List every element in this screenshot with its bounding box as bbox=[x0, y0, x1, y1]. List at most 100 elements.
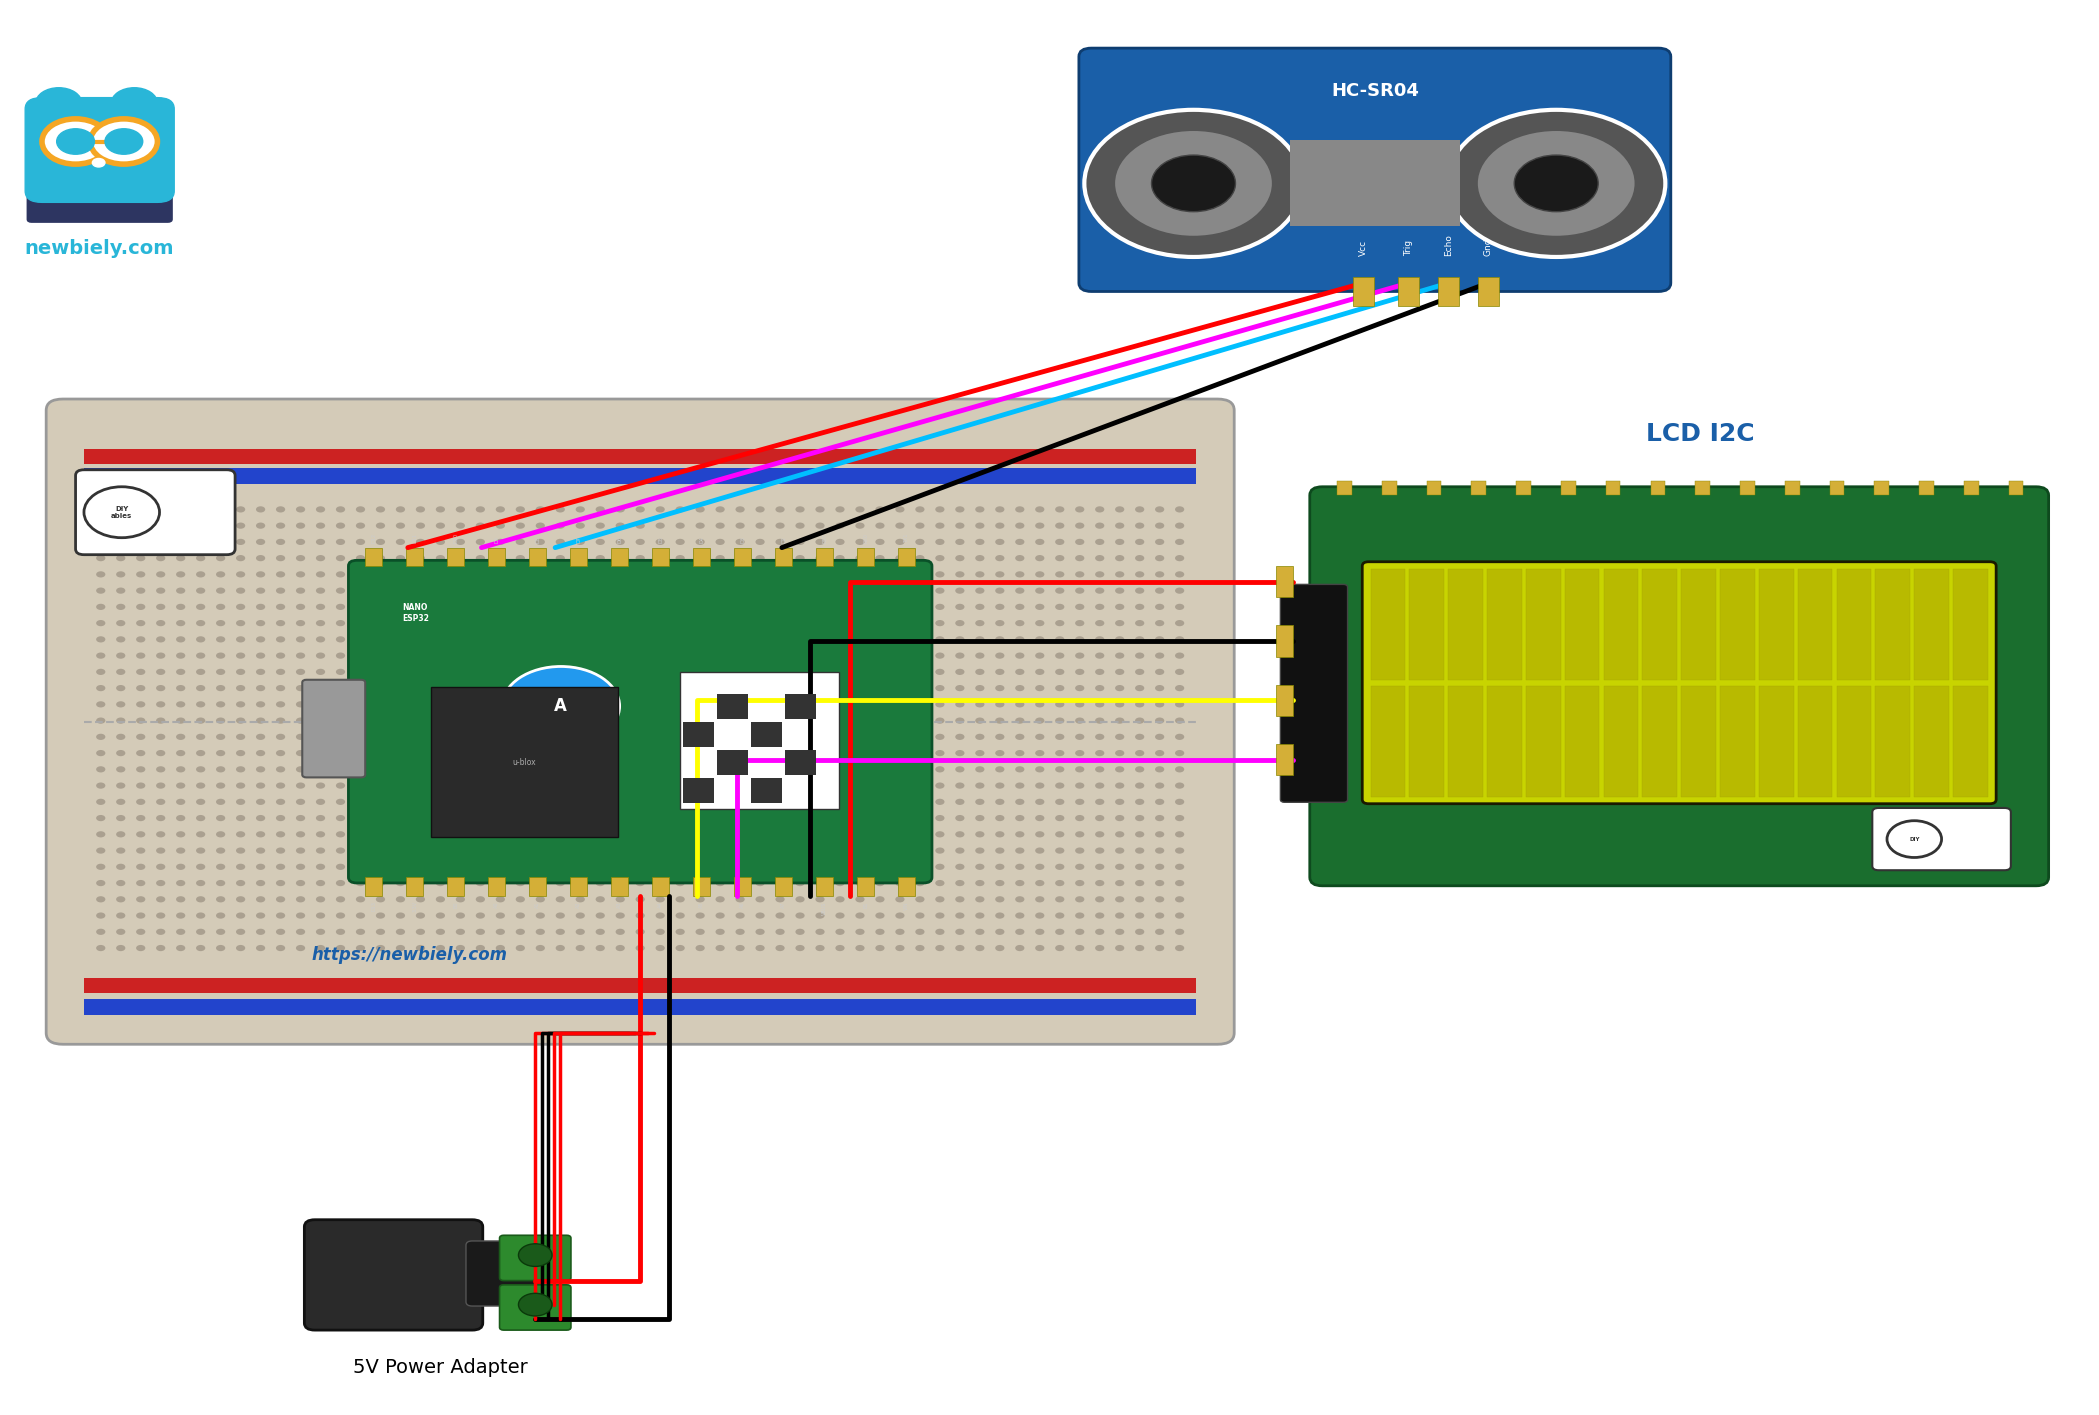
Circle shape bbox=[775, 913, 785, 918]
Circle shape bbox=[136, 702, 145, 708]
Circle shape bbox=[1136, 880, 1144, 886]
Circle shape bbox=[256, 685, 264, 691]
Bar bbox=[1448, 686, 1482, 797]
Circle shape bbox=[896, 685, 905, 691]
Circle shape bbox=[1136, 669, 1144, 675]
Circle shape bbox=[556, 604, 565, 610]
Circle shape bbox=[695, 928, 705, 935]
Circle shape bbox=[1115, 587, 1125, 594]
Circle shape bbox=[995, 555, 1005, 562]
Circle shape bbox=[995, 702, 1005, 708]
Circle shape bbox=[317, 587, 325, 594]
Circle shape bbox=[856, 669, 865, 675]
Circle shape bbox=[516, 848, 525, 853]
Circle shape bbox=[716, 587, 724, 594]
Circle shape bbox=[556, 767, 565, 773]
Circle shape bbox=[856, 637, 865, 642]
Circle shape bbox=[336, 750, 344, 756]
Circle shape bbox=[1056, 587, 1064, 594]
Circle shape bbox=[357, 555, 365, 562]
Circle shape bbox=[92, 158, 105, 167]
Circle shape bbox=[1096, 880, 1104, 886]
Circle shape bbox=[1035, 815, 1045, 821]
Circle shape bbox=[636, 750, 644, 756]
Circle shape bbox=[476, 848, 485, 853]
Circle shape bbox=[115, 798, 126, 805]
Circle shape bbox=[476, 620, 485, 627]
Circle shape bbox=[575, 928, 586, 935]
Circle shape bbox=[437, 848, 445, 853]
Circle shape bbox=[995, 782, 1005, 788]
Circle shape bbox=[615, 928, 626, 935]
Circle shape bbox=[376, 798, 384, 805]
Circle shape bbox=[615, 734, 626, 740]
Circle shape bbox=[357, 831, 365, 838]
Circle shape bbox=[195, 928, 206, 935]
Circle shape bbox=[235, 717, 246, 723]
Circle shape bbox=[995, 880, 1005, 886]
Circle shape bbox=[97, 782, 105, 788]
Circle shape bbox=[655, 604, 665, 610]
Circle shape bbox=[1175, 717, 1184, 723]
Text: D5: D5 bbox=[659, 536, 663, 543]
Circle shape bbox=[596, 717, 605, 723]
Circle shape bbox=[1096, 750, 1104, 756]
Bar bbox=[775, 548, 791, 566]
Circle shape bbox=[195, 880, 206, 886]
Circle shape bbox=[195, 555, 206, 562]
Text: VBUS: VBUS bbox=[823, 901, 827, 914]
Circle shape bbox=[1175, 507, 1184, 512]
Circle shape bbox=[1056, 604, 1064, 610]
Text: Vcc: Vcc bbox=[1358, 239, 1369, 256]
Circle shape bbox=[416, 734, 424, 740]
Circle shape bbox=[155, 685, 166, 691]
Circle shape bbox=[1056, 717, 1064, 723]
Circle shape bbox=[556, 669, 565, 675]
Circle shape bbox=[775, 702, 785, 708]
Circle shape bbox=[955, 913, 963, 918]
Circle shape bbox=[195, 572, 206, 577]
Circle shape bbox=[495, 815, 506, 821]
Circle shape bbox=[575, 863, 586, 870]
Circle shape bbox=[397, 798, 405, 805]
Circle shape bbox=[1154, 702, 1165, 708]
Circle shape bbox=[1075, 669, 1085, 675]
Circle shape bbox=[437, 637, 445, 642]
Circle shape bbox=[955, 572, 963, 577]
Circle shape bbox=[814, 717, 825, 723]
Circle shape bbox=[275, 734, 285, 740]
Circle shape bbox=[1136, 685, 1144, 691]
Circle shape bbox=[476, 702, 485, 708]
Circle shape bbox=[455, 831, 466, 838]
Circle shape bbox=[896, 831, 905, 838]
Circle shape bbox=[535, 815, 546, 821]
Circle shape bbox=[1096, 685, 1104, 691]
Text: D2: D2 bbox=[781, 536, 787, 543]
Circle shape bbox=[1075, 620, 1085, 627]
Circle shape bbox=[397, 750, 405, 756]
Circle shape bbox=[357, 620, 365, 627]
Bar bbox=[1411, 569, 1444, 681]
Circle shape bbox=[455, 815, 466, 821]
Circle shape bbox=[155, 831, 166, 838]
Circle shape bbox=[437, 539, 445, 545]
Circle shape bbox=[416, 669, 424, 675]
Circle shape bbox=[1096, 831, 1104, 838]
Circle shape bbox=[317, 863, 325, 870]
Circle shape bbox=[275, 507, 285, 512]
Bar bbox=[1784, 481, 1799, 495]
Circle shape bbox=[275, 896, 285, 903]
Circle shape bbox=[495, 717, 506, 723]
Circle shape bbox=[1115, 539, 1125, 545]
Bar bbox=[84, 468, 1196, 484]
Circle shape bbox=[115, 637, 126, 642]
Circle shape bbox=[455, 587, 466, 594]
Circle shape bbox=[376, 734, 384, 740]
Circle shape bbox=[915, 652, 924, 659]
Circle shape bbox=[495, 572, 506, 577]
Circle shape bbox=[1136, 717, 1144, 723]
Circle shape bbox=[875, 685, 884, 691]
Circle shape bbox=[115, 685, 126, 691]
Circle shape bbox=[1035, 896, 1045, 903]
Circle shape bbox=[136, 848, 145, 853]
